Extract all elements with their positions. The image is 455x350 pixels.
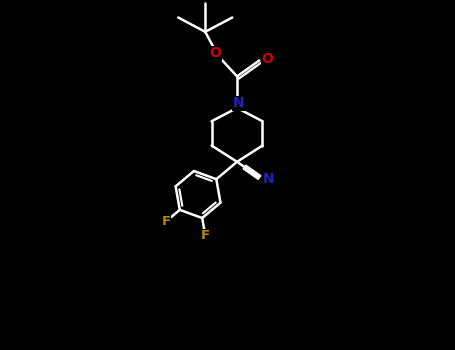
Text: F: F — [201, 229, 210, 243]
Text: O: O — [261, 52, 273, 66]
Text: N: N — [233, 96, 244, 110]
Text: F: F — [162, 215, 171, 228]
Text: O: O — [209, 47, 221, 61]
Text: N: N — [262, 172, 274, 186]
